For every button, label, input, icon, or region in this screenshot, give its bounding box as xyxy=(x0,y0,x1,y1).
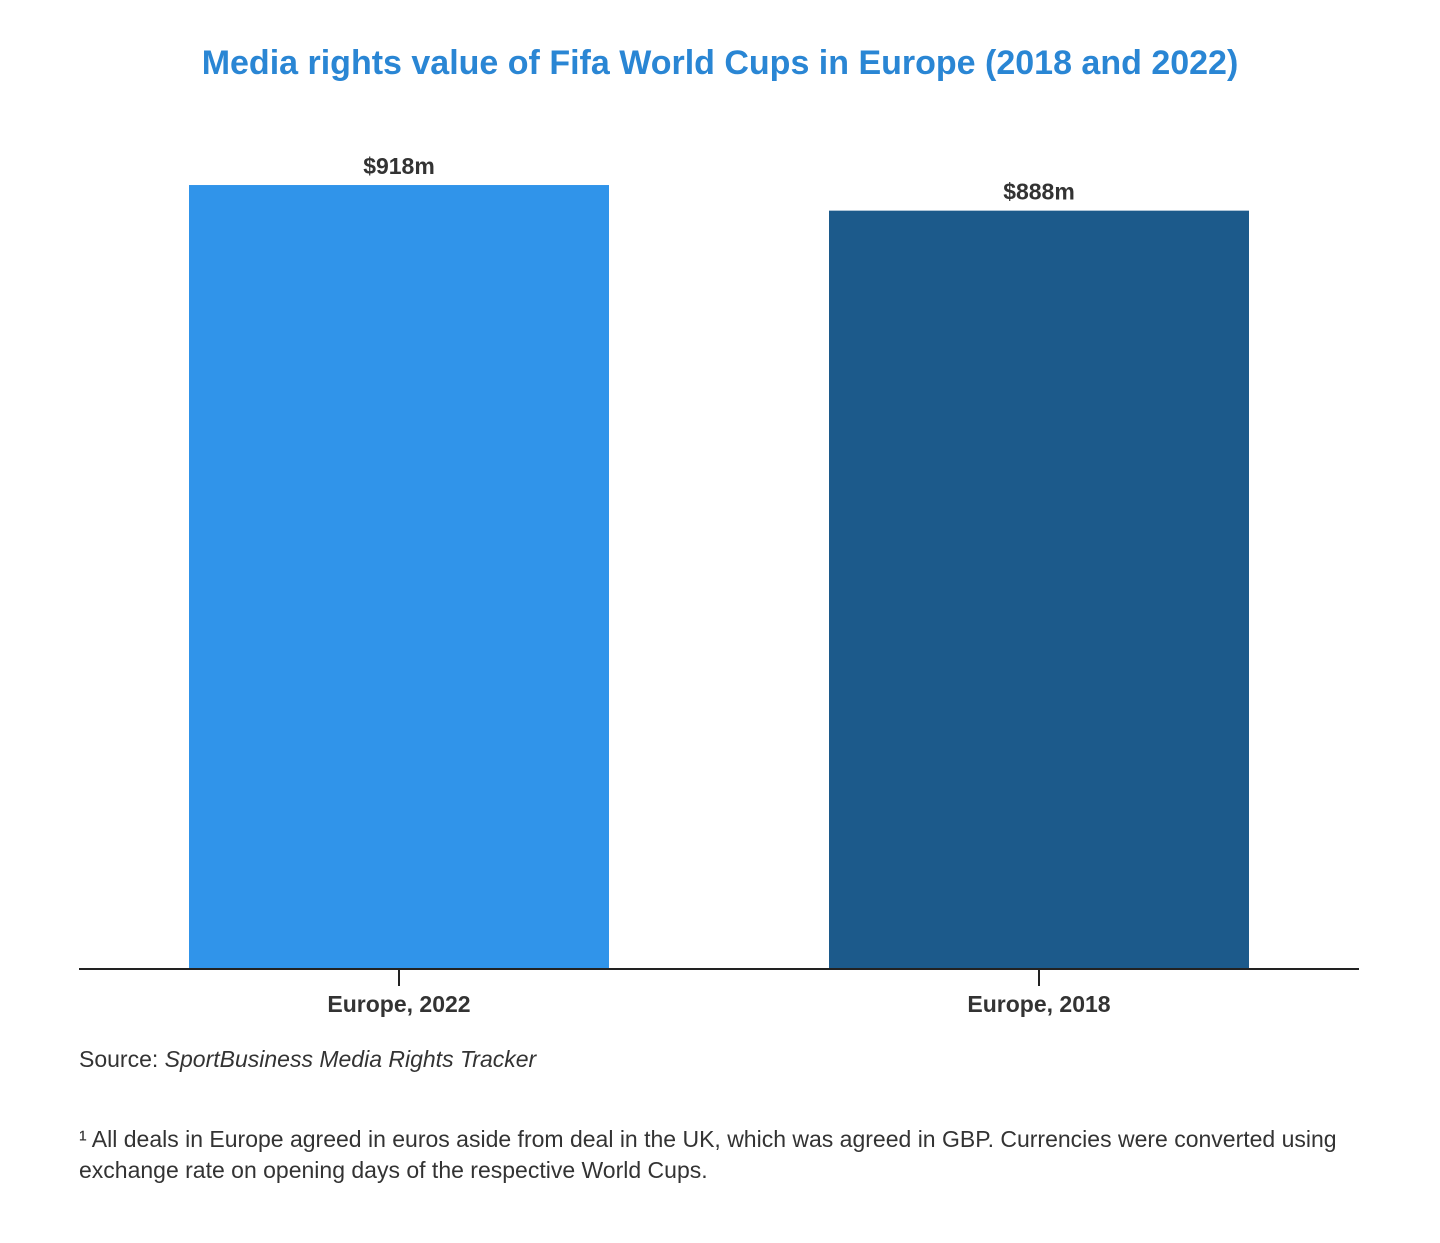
data-label: $888m xyxy=(1003,179,1075,205)
source-note: Source: SportBusiness Media Rights Track… xyxy=(79,1046,536,1073)
bar xyxy=(189,185,609,969)
x-tick-label: Europe, 2018 xyxy=(967,991,1110,1017)
bar-chart: $918m Europe, 2022 $888m Europe, 2018 xyxy=(79,153,1359,1017)
source-label: Source: xyxy=(79,1046,165,1072)
source-name: SportBusiness Media Rights Tracker xyxy=(164,1046,537,1072)
footnote: ¹ All deals in Europe agreed in euros as… xyxy=(79,1126,1337,1183)
chart-title: Media rights value of Fifa World Cups in… xyxy=(201,44,1239,82)
data-label: $918m xyxy=(363,153,435,179)
x-tick-label: Europe, 2022 xyxy=(327,991,470,1017)
bar xyxy=(829,210,1249,969)
